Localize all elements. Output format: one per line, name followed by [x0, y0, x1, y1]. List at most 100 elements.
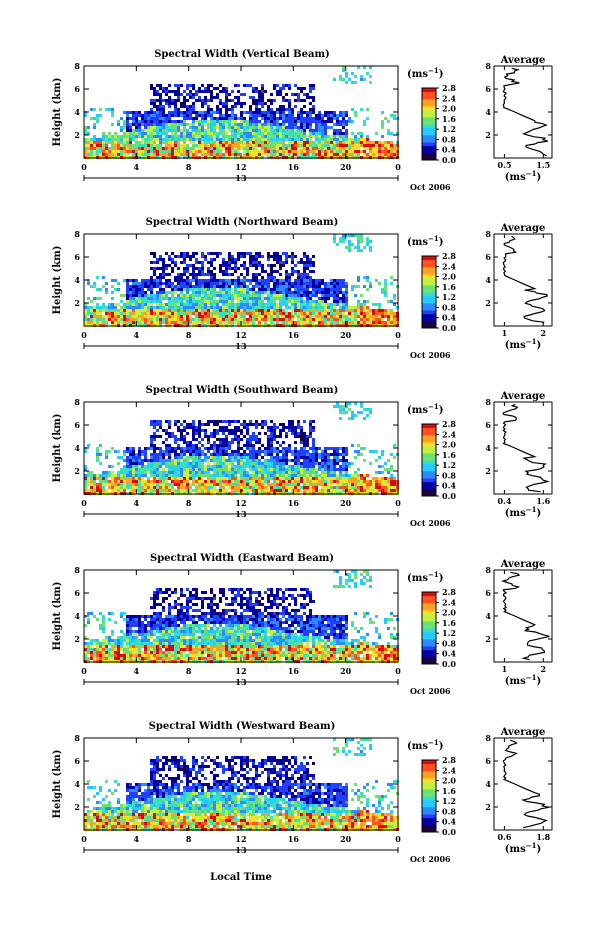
y-axis-label: Height (km)	[52, 414, 63, 483]
y-tick-label: 2	[74, 634, 80, 644]
y-tick-label: 4	[74, 779, 80, 789]
colorbar-tick-label: 0.8	[442, 470, 456, 480]
x-tick-label: 0	[395, 834, 401, 844]
y-tick-label: 6	[74, 588, 80, 598]
avg-y-tick-label: 2	[485, 298, 491, 308]
unit-label: (ms−1)	[407, 234, 443, 248]
x-tick-label: 12	[235, 834, 246, 844]
x-tick-label: 12	[235, 162, 246, 172]
y-tick-label: 6	[74, 756, 80, 766]
average-frame	[494, 66, 552, 158]
colorbar-tick-label: 2.8	[442, 83, 456, 93]
average-frame	[494, 234, 552, 326]
x-tick-label: 8	[186, 330, 192, 340]
average-profile-line	[503, 572, 550, 659]
panel-4: Spectral Width (Eastward Beam)2468Height…	[52, 553, 552, 696]
average-title: Average	[500, 223, 546, 234]
x-tick-label: 0	[81, 498, 87, 508]
colorbar-tick-label: 2.0	[442, 776, 456, 786]
x-tick-label: 20	[340, 498, 352, 508]
x-tick-label: 4	[134, 162, 140, 172]
avg-x-tick-label: 2	[541, 664, 547, 674]
colorbar-tick-label: 0.8	[442, 302, 456, 312]
colorbar-tick-label: 1.6	[442, 282, 456, 292]
colorbar-tick-label: 1.2	[442, 628, 456, 638]
y-tick-label: 8	[74, 397, 80, 407]
x-tick-label: 4	[134, 498, 140, 508]
unit-label: (ms−1)	[407, 738, 443, 752]
colorbar-tick-label: 0.4	[442, 649, 456, 659]
avg-unit-label: (ms−1)	[505, 169, 541, 183]
avg-y-tick-label: 2	[485, 634, 491, 644]
date-label: Oct 2006	[410, 350, 451, 360]
average-title: Average	[500, 55, 546, 66]
avg-x-tick-label: 1	[502, 664, 508, 674]
x-tick-label: 0	[81, 330, 87, 340]
average-title: Average	[500, 727, 546, 738]
avg-x-tick-label: 1.5	[536, 160, 550, 170]
y-tick-label: 4	[74, 611, 80, 621]
y-tick-label: 6	[74, 420, 80, 430]
x-tick-label: 0	[81, 162, 87, 172]
y-tick-label: 4	[74, 107, 80, 117]
avg-y-tick-label: 4	[485, 779, 491, 789]
colorbar-tick-label: 1.6	[442, 618, 456, 628]
date-mid-label: 13	[235, 677, 247, 687]
x-tick-label: 0	[395, 498, 401, 508]
y-tick-label: 2	[74, 298, 80, 308]
avg-x-tick-label: 0.5	[497, 160, 511, 170]
colorbar-tick-label: 1.2	[442, 292, 456, 302]
colorbar-tick-label: 0.0	[442, 323, 456, 333]
x-axis-label: Local Time	[210, 872, 272, 883]
avg-y-tick-label: 8	[485, 61, 491, 71]
y-tick-label: 6	[74, 84, 80, 94]
avg-y-tick-label: 2	[485, 130, 491, 140]
y-tick-label: 4	[74, 443, 80, 453]
colorbar-tick-label: 1.2	[442, 460, 456, 470]
avg-y-tick-label: 8	[485, 565, 491, 575]
colorbar-tick-label: 1.2	[442, 124, 456, 134]
colorbar-tick-label: 2.0	[442, 608, 456, 618]
date-mid-label: 13	[235, 509, 247, 519]
date-mid-label: 13	[235, 173, 247, 183]
colorbar-tick-label: 2.4	[442, 429, 456, 439]
unit-label: (ms−1)	[407, 402, 443, 416]
date-label: Oct 2006	[410, 518, 451, 528]
x-tick-label: 12	[235, 330, 246, 340]
y-axis-label: Height (km)	[52, 78, 63, 147]
x-tick-label: 0	[395, 666, 401, 676]
x-tick-label: 12	[235, 666, 246, 676]
colorbar-tick-label: 1.2	[442, 796, 456, 806]
avg-x-tick-label: 0.6	[497, 832, 511, 842]
colorbar-tick-label: 1.6	[442, 450, 456, 460]
colorbar-tick-label: 1.6	[442, 114, 456, 124]
y-tick-label: 2	[74, 130, 80, 140]
avg-unit-label: (ms−1)	[505, 337, 541, 351]
date-mid-label: 13	[235, 845, 247, 855]
x-tick-label: 16	[288, 834, 300, 844]
avg-y-tick-label: 8	[485, 229, 491, 239]
average-profile-line	[503, 404, 547, 491]
x-tick-label: 20	[340, 162, 352, 172]
colorbar-tick-label: 2.8	[442, 587, 456, 597]
x-tick-label: 0	[81, 834, 87, 844]
date-label: Oct 2006	[410, 686, 451, 696]
average-frame	[494, 570, 552, 662]
x-tick-label: 0	[395, 162, 401, 172]
panel-2: Spectral Width (Northward Beam)2468Heigh…	[52, 217, 552, 360]
colorbar-tick-label: 2.4	[442, 261, 456, 271]
date-mid-label: 13	[235, 341, 247, 351]
panel-5: Spectral Width (Westward Beam)2468Height…	[52, 721, 552, 864]
x-tick-label: 16	[288, 162, 300, 172]
unit-label: (ms−1)	[407, 66, 443, 80]
panel-3: Spectral Width (Southward Beam)2468Heigh…	[52, 385, 552, 528]
avg-x-tick-label: 2	[541, 328, 547, 338]
average-frame	[494, 738, 552, 830]
colorbar-tick-label: 2.4	[442, 597, 456, 607]
x-tick-label: 16	[288, 330, 300, 340]
colorbar-tick-label: 2.4	[442, 93, 456, 103]
colorbar-tick-label: 2.8	[442, 755, 456, 765]
x-tick-label: 8	[186, 834, 192, 844]
average-profile-line	[503, 236, 547, 323]
